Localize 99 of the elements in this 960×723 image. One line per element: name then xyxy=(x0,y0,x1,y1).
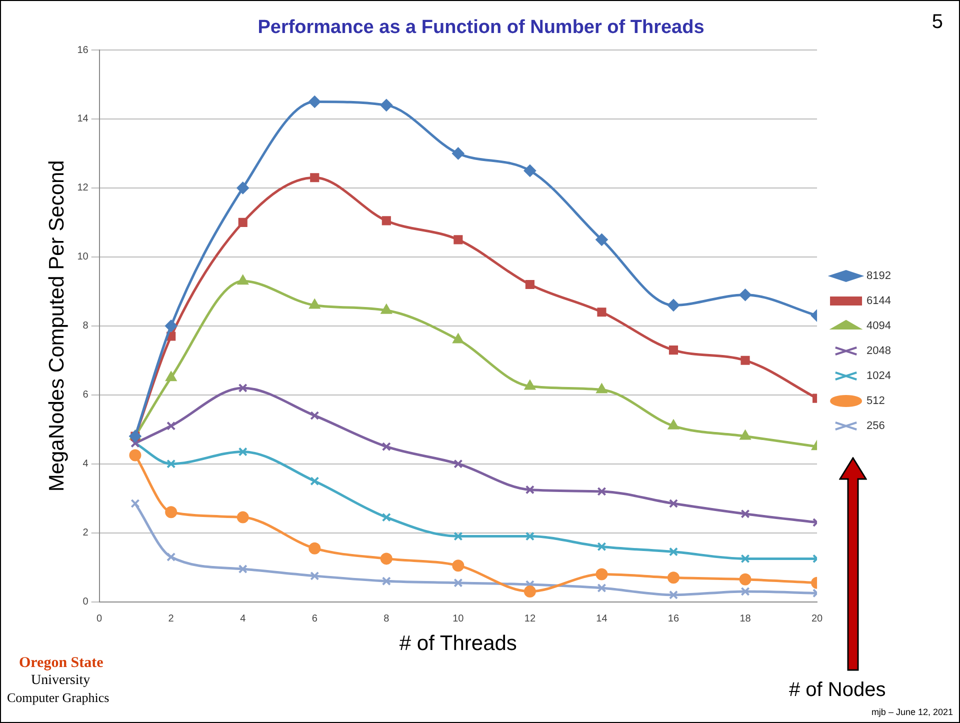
point xyxy=(165,320,178,332)
point xyxy=(596,568,608,580)
point xyxy=(668,590,678,600)
point xyxy=(668,498,678,508)
point xyxy=(236,511,249,524)
y-tick-label: 6 xyxy=(82,390,89,401)
text: Oregon State xyxy=(19,655,104,672)
y-tick-label: 8 xyxy=(82,320,89,332)
point xyxy=(238,275,248,285)
point xyxy=(238,383,248,393)
chart-title: Performance as a Function of Number of Threads xyxy=(258,17,704,38)
y-axis-title: MegaNodes Computed Per Second xyxy=(45,160,68,492)
point xyxy=(739,573,752,586)
point xyxy=(238,447,248,456)
point xyxy=(380,552,392,565)
point xyxy=(597,308,606,317)
point xyxy=(236,182,249,194)
point xyxy=(739,288,752,301)
point xyxy=(310,173,320,182)
x-tick-label: 14 xyxy=(596,614,608,625)
x-tick-label: 12 xyxy=(524,614,536,625)
point xyxy=(740,586,750,596)
x-tick-label: 10 xyxy=(452,614,464,625)
point xyxy=(740,554,750,564)
point xyxy=(381,304,392,314)
point xyxy=(166,552,176,562)
x-tick-label: 8 xyxy=(384,614,390,625)
point xyxy=(452,147,464,160)
point xyxy=(524,585,536,598)
point xyxy=(597,583,606,593)
point xyxy=(597,486,606,496)
point xyxy=(382,512,391,522)
point xyxy=(525,280,534,290)
point xyxy=(667,572,680,584)
legend-label: 512 xyxy=(866,395,885,408)
point xyxy=(166,421,176,430)
legend-label: 1024 xyxy=(866,370,892,382)
x-tick-label: 16 xyxy=(668,614,680,625)
legend-label: 8192 xyxy=(866,270,892,282)
point xyxy=(454,459,463,468)
point xyxy=(740,509,750,518)
point xyxy=(165,506,178,518)
y-tick-label: 12 xyxy=(77,182,89,194)
x-tick-label: 2 xyxy=(168,614,174,625)
legend-label: 4094 xyxy=(866,320,892,332)
x-tick-label: 4 xyxy=(240,614,246,625)
x-axis-title: # of Threads xyxy=(399,632,517,656)
legend-label: 6144 xyxy=(866,295,892,308)
point xyxy=(166,459,176,468)
point xyxy=(454,235,463,244)
y-tick-label: 14 xyxy=(77,114,89,125)
point xyxy=(238,564,248,574)
y-tick-label: 2 xyxy=(82,528,89,539)
y-tick-label: 16 xyxy=(77,44,89,56)
legend-label: 2048 xyxy=(866,345,892,358)
point xyxy=(596,234,608,246)
point xyxy=(382,216,391,226)
point xyxy=(452,334,464,344)
point xyxy=(668,547,678,556)
x-tick-label: 18 xyxy=(740,614,752,625)
x-tick-label: 6 xyxy=(312,614,318,625)
point xyxy=(454,532,463,541)
y-tick-label: 0 xyxy=(82,596,89,608)
text: 5 xyxy=(932,11,943,34)
point xyxy=(668,346,678,355)
x-tick-label: 0 xyxy=(96,614,103,625)
point xyxy=(382,576,391,586)
text: mjb – June 12, 2021 xyxy=(871,707,953,717)
point xyxy=(596,384,608,394)
point xyxy=(382,442,391,452)
point xyxy=(310,411,320,420)
point xyxy=(380,99,392,112)
text: University xyxy=(31,673,90,689)
point xyxy=(525,485,534,494)
point xyxy=(740,356,750,365)
text: Computer Graphics xyxy=(7,690,110,706)
point xyxy=(668,420,679,430)
point xyxy=(597,542,606,552)
point xyxy=(524,380,536,390)
x-tick-label: 20 xyxy=(811,614,824,625)
point xyxy=(310,571,320,580)
point xyxy=(452,560,464,572)
y-tick-label: 10 xyxy=(77,252,89,263)
point xyxy=(525,532,534,541)
y-tick-label: 4 xyxy=(82,458,89,470)
point xyxy=(310,476,320,486)
point xyxy=(454,578,463,588)
point xyxy=(309,299,320,309)
point xyxy=(130,498,140,508)
legend-label: 256 xyxy=(866,420,885,432)
point xyxy=(238,218,248,227)
point xyxy=(129,449,142,462)
point xyxy=(166,372,176,382)
text: # of Nodes xyxy=(789,679,886,702)
point xyxy=(667,299,680,312)
point xyxy=(308,96,321,108)
point xyxy=(308,542,321,554)
point xyxy=(740,430,751,440)
point xyxy=(524,164,536,177)
